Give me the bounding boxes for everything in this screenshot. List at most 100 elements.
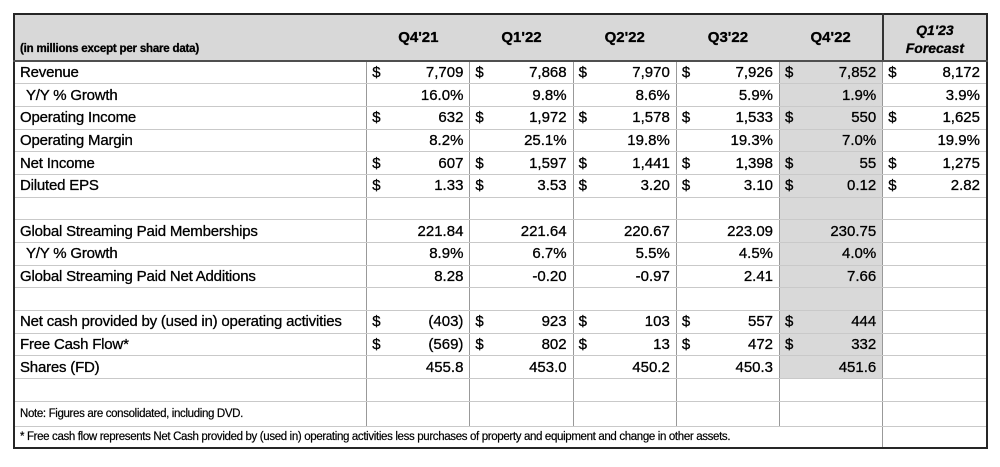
col-header-q2-22: Q2'22 [573,14,677,62]
col-header-q3-22: Q3'22 [676,14,780,62]
value-cell [882,355,987,380]
empty-cell [366,378,471,402]
row-label: Shares (FD) [14,355,368,380]
dollar-sign: $ [372,313,381,331]
note-text: Note: Figures are consolidated, includin… [14,401,368,427]
note-row: Note: Figures are consolidated, includin… [14,401,987,427]
row-label: Net cash provided by (used in) operating… [14,310,368,334]
value-cell: 6.7% [469,242,574,266]
value-cell: 2.41 [676,265,781,289]
dollar-sign: $ [888,154,897,172]
empty-cell [779,287,884,312]
value-cell: 221.64 [469,219,574,243]
table-row: Diluted EPS $1.33 $3.53 $3.20 $3.10 $0.12 $2.8… [14,174,987,198]
row-label: Free Cash Flow* [14,333,368,357]
dollar-sign: $ [888,177,897,195]
empty-cell [469,378,574,402]
value-cell: $472 [676,333,781,357]
value-cell: 221.84 [366,219,471,243]
dollar-sign: $ [475,177,484,195]
value-cell: -0.20 [469,265,574,289]
table-row: Net cash provided by (used in) operating… [14,310,987,334]
value-cell: $444 [779,310,884,334]
value-cell: $13 [573,333,677,357]
value-cell: 7.0% [779,129,884,153]
empty-cell [882,378,987,402]
dollar-sign: $ [372,336,381,354]
value-cell: 453.0 [469,355,574,380]
spacer-row [14,287,987,312]
value-cell: $3.10 [676,174,781,198]
dollar-sign: $ [785,313,794,331]
dollar-sign: $ [681,336,691,354]
value-cell: $55 [779,151,884,175]
value-cell: $1,578 [573,106,677,130]
row-label: Global Streaming Paid Memberships [14,219,368,243]
value-cell: 25.1% [469,129,574,153]
dollar-sign: $ [372,177,381,195]
footnote-row: * Free cash flow represents Net Cash pro… [14,426,987,449]
value-cell: $802 [469,333,574,357]
col-header-q1-23-forecast: Q1'23 Forecast [881,14,987,62]
value-cell [882,265,987,289]
dollar-sign: $ [578,177,587,195]
value-cell [882,333,987,357]
value-cell: 220.67 [573,219,677,243]
dollar-sign: $ [681,177,691,195]
dollar-sign: $ [372,64,381,82]
value-cell: $332 [779,333,884,357]
dollar-sign: $ [785,336,794,354]
row-label: Operating Income [14,106,368,130]
value-cell: 230.75 [779,219,884,243]
value-cell: 4.5% [676,242,781,266]
forecast-header-line1: Q1'23 [916,21,954,38]
empty-cell [882,426,987,449]
dollar-sign: $ [681,154,691,172]
value-cell: 9.8% [469,83,574,107]
value-cell: $1,972 [469,106,574,130]
dollar-sign: $ [475,313,484,331]
dollar-sign: $ [475,336,484,354]
value-cell: $550 [779,106,884,130]
empty-cell [676,287,781,312]
row-label: Operating Margin [14,129,368,153]
value-cell: -0.97 [573,265,677,289]
empty-cell [573,197,677,221]
value-cell: 455.8 [366,355,471,380]
empty-cell [779,401,884,427]
value-cell: $2.82 [882,174,987,198]
dollar-sign: $ [888,109,897,127]
value-cell: $557 [676,310,781,334]
value-cell: $632 [366,106,471,130]
value-cell: $7,868 [469,61,574,85]
value-cell: $1,275 [882,151,987,175]
value-cell: $3.20 [573,174,677,198]
value-cell: 223.09 [676,219,781,243]
empty-cell [676,378,781,402]
value-cell: $607 [366,151,471,175]
value-cell: $7,852 [779,61,884,85]
col-header-q1-22: Q1'22 [469,14,574,62]
value-cell: $ (569) [366,333,471,357]
empty-cell [676,401,781,427]
value-cell: 8.2% [366,129,471,153]
dollar-sign: $ [372,154,381,172]
table-row: Operating Margin 8.2% 25.1% 19.8% 19.3% 7.0% 1… [14,129,987,153]
spacer-row [14,197,987,221]
dollar-sign: $ [785,109,794,127]
value-cell: 19.9% [882,129,987,153]
value-cell: $1,441 [573,151,677,175]
empty-cell [882,197,987,221]
value-cell: $3.53 [469,174,574,198]
spacer-row [14,378,987,402]
value-cell: $7,970 [573,61,677,85]
table-row: Free Cash Flow* $ (569) $802 $13 $472 $332 [14,333,987,357]
empty-cell [366,401,471,427]
value-cell: $7,926 [676,61,781,85]
dollar-sign: $ [681,109,691,127]
value-cell: $ (403) [366,310,471,334]
value-cell: 3.9% [882,83,987,107]
dollar-sign: $ [681,313,691,331]
row-label: Net Income [14,151,368,175]
